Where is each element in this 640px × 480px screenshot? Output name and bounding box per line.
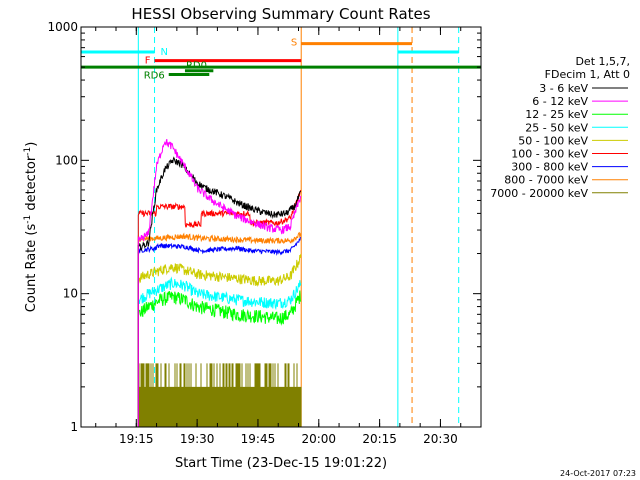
y-tick-label: 1: [70, 420, 78, 434]
legend-entry-label: 100 - 300 keV: [511, 148, 588, 161]
legend-entry-label: 50 - 100 keV: [518, 134, 588, 147]
x-tick-label: 20:30: [423, 432, 458, 446]
series-300-800-kev: [137, 236, 301, 427]
series-3-6-kev: [137, 156, 302, 427]
x-tick-label: 20:00: [301, 432, 336, 446]
night-label: N: [161, 47, 168, 58]
legend-entry-label: 3 - 6 keV: [539, 82, 588, 95]
chart-title: HESSI Observing Summary Count Rates: [131, 5, 430, 23]
flare-label: F: [145, 56, 151, 67]
legend-header-detectors: Det 1,5,7,: [575, 55, 630, 68]
rd0-label: RD0: [186, 61, 207, 72]
series-7000-20000-kev: [138, 363, 302, 427]
x-axis-label: Start Time (23-Dec-15 19:01:22): [175, 456, 387, 471]
x-tick-label: 19:45: [241, 432, 276, 446]
series-800-7000-kev: [137, 231, 302, 427]
y-tick-label: 100: [55, 153, 78, 167]
y-tick-label: 1000: [47, 20, 78, 34]
series-100-300-kev: [137, 189, 302, 427]
legend-entry-label: 12 - 25 keV: [525, 108, 588, 121]
legend-header-decim: FDecim 1, Att 0: [545, 68, 630, 81]
series-12-25-kev: [137, 290, 302, 427]
footer-timestamp: 24-Oct-2017 07:23: [560, 469, 636, 478]
rd6-label: RD6: [144, 71, 165, 82]
y-axis-label: Count Rate (s-1 detector-1): [23, 142, 39, 313]
series-6-12-kev: [137, 138, 302, 427]
series-25-50-kev: [137, 276, 302, 427]
saa-label: S: [291, 38, 297, 49]
legend-entry-label: 800 - 7000 keV: [504, 174, 588, 187]
legend-entry-label: 300 - 800 keV: [511, 161, 588, 174]
x-tick-label: 19:15: [119, 432, 154, 446]
legend-entry-label: 25 - 50 keV: [525, 121, 588, 134]
legend-entry-label: 6 - 12 keV: [532, 95, 588, 108]
series-50-100-kev: [137, 253, 302, 427]
legend-entry-label: 7000 - 20000 keV: [490, 187, 588, 200]
plot-frame: [80, 26, 482, 428]
x-tick-label: 20:15: [362, 432, 397, 446]
x-tick-label: 19:30: [180, 432, 215, 446]
y-tick-label: 10: [63, 287, 78, 301]
